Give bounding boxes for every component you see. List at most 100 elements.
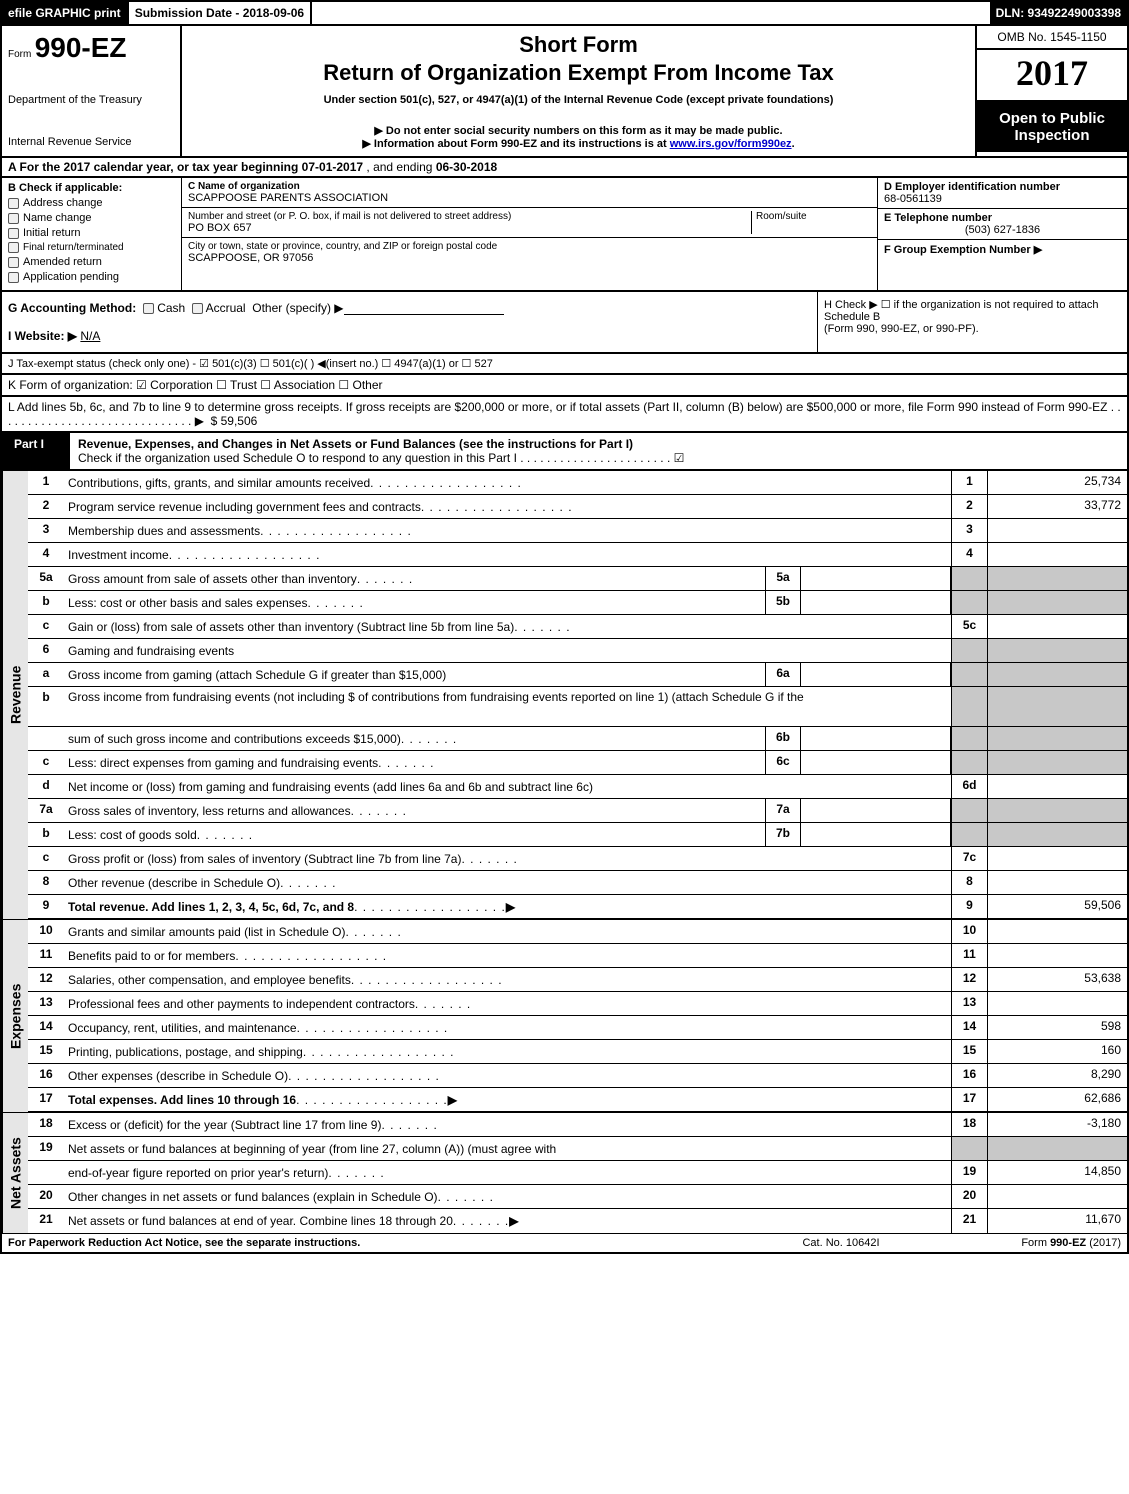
amt-21: 11,670 xyxy=(987,1209,1127,1233)
line-7b: bLess: cost of goods sold7b xyxy=(28,823,1127,847)
form-prefix: Form xyxy=(8,49,31,60)
checkbox-icon xyxy=(8,198,19,209)
line-5c: cGain or (loss) from sale of assets othe… xyxy=(28,615,1127,639)
l-text: L Add lines 5b, 6c, and 7b to line 9 to … xyxy=(8,400,1121,428)
header-right: OMB No. 1545-1150 2017 Open to Public In… xyxy=(977,26,1127,156)
amt-4 xyxy=(987,543,1127,566)
section-gi: G Accounting Method: Cash Accrual Other … xyxy=(2,292,817,352)
sec-a-end: 06-30-2018 xyxy=(436,160,497,174)
cb-name-change[interactable]: Name change xyxy=(8,212,175,224)
cb-initial-return[interactable]: Initial return xyxy=(8,227,175,239)
cb-final-return[interactable]: Final return/terminated xyxy=(8,242,175,253)
omb-number: OMB No. 1545-1150 xyxy=(977,26,1127,50)
form-page-ref: Form 990-EZ (2017) xyxy=(941,1237,1121,1249)
line-19a: 19Net assets or fund balances at beginni… xyxy=(28,1137,1127,1161)
block-ghi: G Accounting Method: Cash Accrual Other … xyxy=(0,292,1129,354)
page-footer: For Paperwork Reduction Act Notice, see … xyxy=(0,1233,1129,1254)
amt-3 xyxy=(987,519,1127,542)
cb-address-change[interactable]: Address change xyxy=(8,197,175,209)
line-1: 1Contributions, gifts, grants, and simil… xyxy=(28,471,1127,495)
arrow-icon xyxy=(509,1214,518,1228)
other-specify-input[interactable] xyxy=(344,302,504,315)
org-name: SCAPPOOSE PARENTS ASSOCIATION xyxy=(188,192,871,204)
revenue-block: Revenue 1Contributions, gifts, grants, a… xyxy=(0,471,1129,919)
line-18: 18Excess or (deficit) for the year (Subt… xyxy=(28,1113,1127,1137)
section-j: J Tax-exempt status (check only one) - ☑… xyxy=(0,354,1129,375)
part-title-box: Revenue, Expenses, and Changes in Net As… xyxy=(70,433,1127,469)
netasset-lines: 18Excess or (deficit) for the year (Subt… xyxy=(28,1113,1127,1233)
efile-label: efile GRAPHIC print xyxy=(2,2,129,24)
part-label: Part I xyxy=(2,433,70,469)
section-h: H Check ▶ ☐ if the organization is not r… xyxy=(817,292,1127,352)
part-sub: Check if the organization used Schedule … xyxy=(78,451,684,465)
sec-a-mid: , and ending xyxy=(366,160,435,174)
header-left: Form 990-EZ Department of the Treasury I… xyxy=(2,26,182,156)
cat-number: Cat. No. 10642I xyxy=(741,1237,941,1249)
amt-5c xyxy=(987,615,1127,638)
addr-value: PO BOX 657 xyxy=(188,222,751,234)
amt-16: 8,290 xyxy=(987,1064,1127,1087)
section-b: B Check if applicable: Address change Na… xyxy=(2,178,182,290)
side-expenses: Expenses xyxy=(2,920,28,1112)
org-name-row: C Name of organization SCAPPOOSE PARENTS… xyxy=(182,178,877,208)
line-17: 17Total expenses. Add lines 10 through 1… xyxy=(28,1088,1127,1112)
side-netassets: Net Assets xyxy=(2,1113,28,1233)
info-post: . xyxy=(792,138,795,150)
line-14: 14Occupancy, rent, utilities, and mainte… xyxy=(28,1016,1127,1040)
l-amount: $ 59,506 xyxy=(211,414,258,428)
side-revenue: Revenue xyxy=(2,471,28,919)
i-label: I Website: ▶ xyxy=(8,329,77,343)
info-link[interactable]: www.irs.gov/form990ez xyxy=(670,138,792,150)
amt-18: -3,180 xyxy=(987,1113,1127,1136)
checkbox-icon xyxy=(8,213,19,224)
checkbox-icon xyxy=(8,228,19,239)
line-20: 20Other changes in net assets or fund ba… xyxy=(28,1185,1127,1209)
amt-20 xyxy=(987,1185,1127,1208)
line-8: 8Other revenue (describe in Schedule O)8 xyxy=(28,871,1127,895)
city-row: City or town, state or province, country… xyxy=(182,238,877,267)
amt-17: 62,686 xyxy=(987,1088,1127,1111)
room-label: Room/suite xyxy=(756,211,871,222)
dept-treasury: Department of the Treasury xyxy=(8,94,174,106)
cb-application-pending[interactable]: Application pending xyxy=(8,271,175,283)
addr-label: Number and street (or P. O. box, if mail… xyxy=(188,211,751,222)
arrow-icon xyxy=(448,1093,457,1107)
section-l: L Add lines 5b, 6c, and 7b to line 9 to … xyxy=(0,397,1129,433)
section-f: F Group Exemption Number ▶ xyxy=(878,240,1127,259)
expenses-block: Expenses 10Grants and similar amounts pa… xyxy=(0,919,1129,1112)
sec-b-title: B Check if applicable: xyxy=(8,182,175,194)
cb-amended-return[interactable]: Amended return xyxy=(8,256,175,268)
amt-19: 14,850 xyxy=(987,1161,1127,1184)
form-header: Form 990-EZ Department of the Treasury I… xyxy=(0,26,1129,158)
amt-11 xyxy=(987,944,1127,967)
radio-icon[interactable] xyxy=(143,303,154,314)
amt-9: 59,506 xyxy=(987,895,1127,918)
line-9: 9Total revenue. Add lines 1, 2, 3, 4, 5c… xyxy=(28,895,1127,919)
radio-icon[interactable] xyxy=(192,303,203,314)
line-4: 4Investment income4 xyxy=(28,543,1127,567)
section-g: G Accounting Method: Cash Accrual Other … xyxy=(8,301,811,315)
submission-date: Submission Date - 2018-09-06 xyxy=(129,2,312,24)
address-row: Number and street (or P. O. box, if mail… xyxy=(182,208,877,238)
section-i: I Website: ▶ N/A xyxy=(8,329,811,343)
line-7c: cGross profit or (loss) from sales of in… xyxy=(28,847,1127,871)
k-text: K Form of organization: ☑ Corporation ☐ … xyxy=(8,378,383,392)
city-value: SCAPPOOSE, OR 97056 xyxy=(188,252,871,264)
sec-a-begin: 07-01-2017 xyxy=(302,160,363,174)
website-value: N/A xyxy=(80,329,100,343)
expense-lines: 10Grants and similar amounts paid (list … xyxy=(28,920,1127,1112)
line-16: 16Other expenses (describe in Schedule O… xyxy=(28,1064,1127,1088)
ein-value: 68-0561139 xyxy=(884,193,1121,205)
subtitle: Under section 501(c), 527, or 4947(a)(1)… xyxy=(188,94,969,106)
section-e: E Telephone number (503) 627-1836 xyxy=(878,209,1127,240)
line-5b: bLess: cost or other basis and sales exp… xyxy=(28,591,1127,615)
form-number: 990-EZ xyxy=(35,32,127,63)
phone-value: (503) 627-1836 xyxy=(884,224,1121,236)
line-6d: dNet income or (loss) from gaming and fu… xyxy=(28,775,1127,799)
amt-1: 25,734 xyxy=(987,471,1127,494)
amt-14: 598 xyxy=(987,1016,1127,1039)
line-21: 21Net assets or fund balances at end of … xyxy=(28,1209,1127,1233)
line-6a: aGross income from gaming (attach Schedu… xyxy=(28,663,1127,687)
header-center: Short Form Return of Organization Exempt… xyxy=(182,26,977,156)
line-6b-top: bGross income from fundraising events (n… xyxy=(28,687,1127,727)
